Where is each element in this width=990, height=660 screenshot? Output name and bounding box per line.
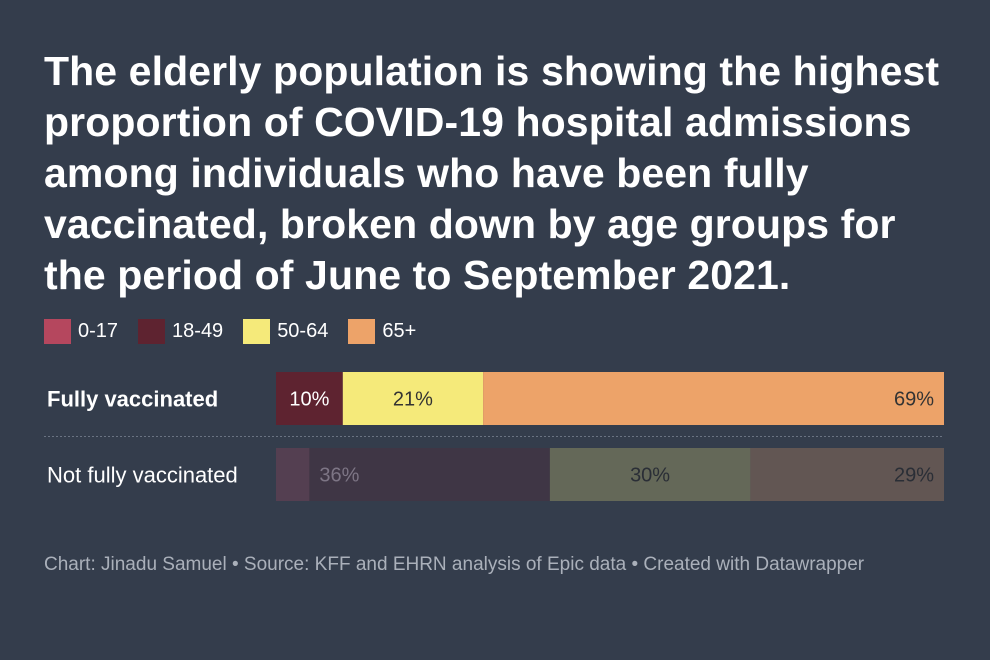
legend-item-18-49: 18-49 — [138, 318, 224, 344]
legend-swatch-65plus — [348, 318, 376, 344]
legend-swatch-0-17 — [44, 318, 71, 344]
legend: 0-17 18-49 50-64 65+ — [44, 318, 436, 344]
legend-item-65plus: 65+ — [348, 318, 417, 344]
data-label: 21% — [393, 389, 433, 411]
bar-segment-65plus — [750, 448, 944, 501]
legend-item-0-17: 0-17 — [44, 318, 119, 344]
legend-label: 65+ — [382, 319, 417, 342]
data-label: 69% — [894, 389, 934, 411]
bar-segment-50-64 — [549, 448, 751, 501]
bar-segment-50-64 — [342, 372, 484, 425]
data-label: 29% — [894, 465, 934, 487]
bar-segment-18-49 — [309, 448, 550, 501]
bar-segment-18-49 — [276, 372, 343, 425]
legend-swatch-18-49 — [138, 318, 166, 344]
data-label: 36% — [319, 465, 359, 487]
bar-segment-0-17 — [276, 448, 310, 501]
legend-label: 50-64 — [277, 319, 329, 342]
legend-label: 18-49 — [172, 319, 224, 342]
data-label: 10% — [289, 389, 329, 411]
legend-label: 0-17 — [78, 319, 119, 342]
category-label: Not fully vaccinated — [47, 463, 238, 488]
chart-title: The elderly population is showing the hi… — [44, 48, 940, 298]
legend-item-50-64: 50-64 — [243, 318, 329, 344]
data-label: 30% — [630, 465, 670, 487]
category-label: Fully vaccinated — [47, 387, 218, 412]
chart-footer: Chart: Jinadu Samuel • Source: KFF and E… — [44, 554, 865, 575]
bar-segment-65plus — [483, 372, 944, 425]
legend-swatch-50-64 — [243, 318, 271, 344]
